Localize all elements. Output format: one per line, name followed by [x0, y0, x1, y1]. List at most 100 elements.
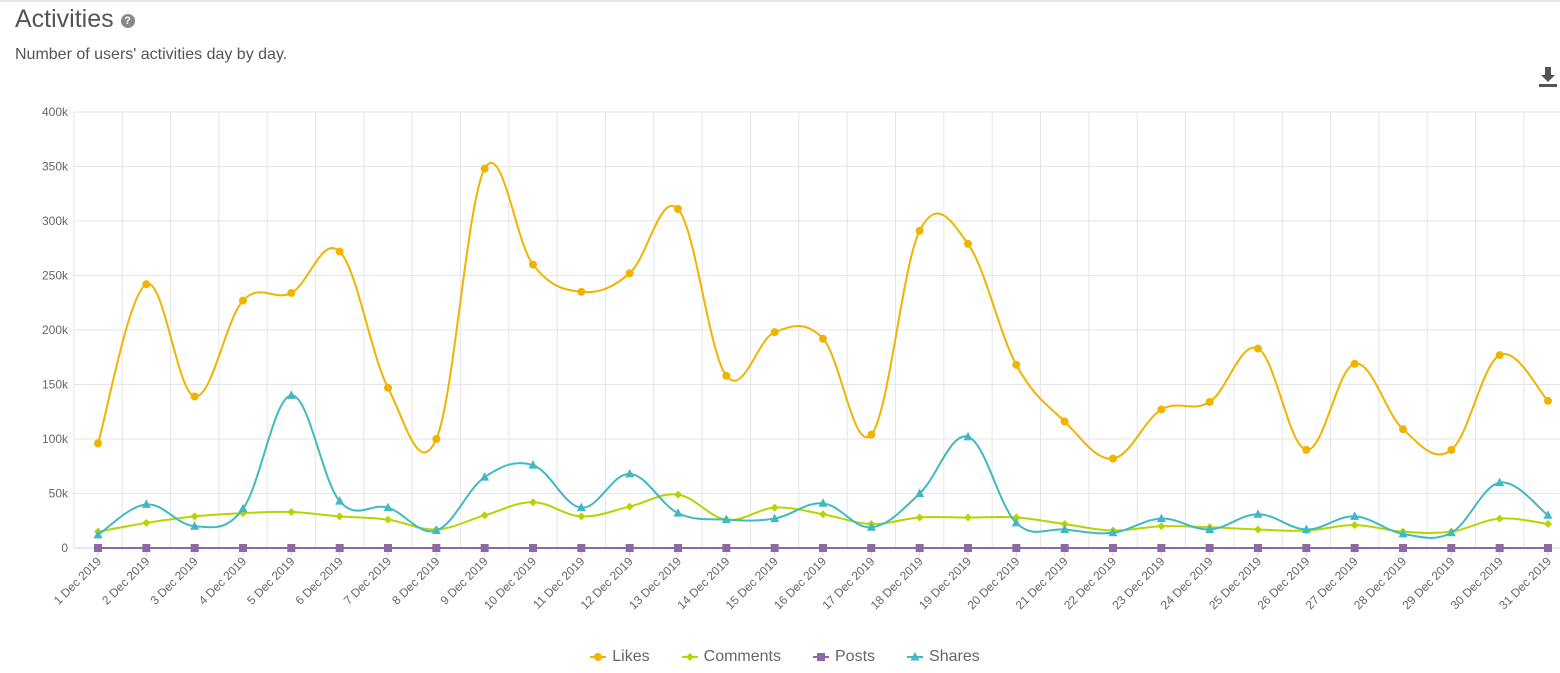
data-point[interactable]: [1157, 405, 1166, 414]
data-point[interactable]: [1543, 520, 1552, 529]
data-point[interactable]: [190, 544, 199, 552]
legend-item-shares[interactable]: Shares: [907, 648, 980, 666]
legend-symbol[interactable]: [910, 652, 920, 661]
download-button[interactable]: [1538, 66, 1558, 88]
legend-item-posts[interactable]: Posts: [813, 648, 875, 666]
data-point[interactable]: [286, 390, 296, 399]
legend-symbol[interactable]: [685, 653, 694, 661]
data-point[interactable]: [1446, 527, 1456, 537]
data-point[interactable]: [1301, 524, 1311, 533]
data-point[interactable]: [528, 498, 537, 507]
data-point[interactable]: [335, 247, 344, 256]
data-point[interactable]: [1060, 544, 1069, 552]
data-point[interactable]: [480, 544, 489, 552]
data-point[interactable]: [1495, 477, 1505, 487]
data-point[interactable]: [915, 488, 925, 498]
data-point[interactable]: [1350, 511, 1360, 520]
data-point[interactable]: [1253, 525, 1262, 534]
data-point[interactable]: [625, 502, 634, 511]
data-point[interactable]: [528, 260, 537, 269]
data-point[interactable]: [1398, 528, 1408, 538]
data-point[interactable]: [1302, 445, 1311, 454]
data-point[interactable]: [673, 508, 683, 517]
data-point[interactable]: [335, 512, 344, 521]
data-point[interactable]: [1205, 544, 1214, 552]
legend-item-comments[interactable]: Comments: [681, 648, 781, 666]
data-point[interactable]: [625, 468, 635, 478]
data-point[interactable]: [1253, 544, 1262, 552]
data-point[interactable]: [867, 430, 876, 439]
data-point[interactable]: [1157, 544, 1166, 552]
data-point[interactable]: [577, 287, 586, 296]
data-point[interactable]: [915, 544, 924, 552]
data-point[interactable]: [238, 544, 247, 552]
data-point[interactable]: [770, 513, 780, 523]
data-point[interactable]: [480, 472, 490, 481]
data-point[interactable]: [1447, 445, 1456, 454]
help-icon[interactable]: ?: [120, 14, 135, 28]
data-point[interactable]: [142, 280, 151, 289]
data-point[interactable]: [1543, 544, 1552, 552]
data-point[interactable]: [577, 544, 586, 552]
data-point[interactable]: [335, 496, 345, 505]
data-point[interactable]: [1398, 544, 1407, 552]
data-point[interactable]: [1060, 417, 1069, 426]
data-point[interactable]: [1012, 544, 1021, 552]
data-point[interactable]: [1495, 544, 1504, 552]
data-point[interactable]: [866, 522, 876, 531]
data-point[interactable]: [238, 296, 247, 305]
data-point[interactable]: [1302, 544, 1311, 552]
data-point[interactable]: [1156, 513, 1166, 523]
data-point[interactable]: [1543, 510, 1553, 519]
data-point[interactable]: [1060, 524, 1070, 533]
data-point[interactable]: [818, 510, 827, 519]
data-point[interactable]: [722, 544, 731, 552]
data-point[interactable]: [1012, 360, 1021, 369]
data-point[interactable]: [577, 512, 586, 521]
data-point[interactable]: [818, 544, 827, 552]
data-point[interactable]: [818, 334, 827, 343]
data-point[interactable]: [94, 544, 102, 552]
data-point[interactable]: [1495, 514, 1504, 523]
data-point[interactable]: [1060, 520, 1069, 529]
data-point[interactable]: [1205, 397, 1214, 406]
data-point[interactable]: [770, 328, 779, 337]
data-point[interactable]: [1495, 351, 1504, 360]
legend-symbol[interactable]: [817, 653, 825, 661]
data-point[interactable]: [190, 521, 200, 530]
data-point[interactable]: [673, 544, 682, 552]
data-point[interactable]: [94, 439, 102, 448]
data-point[interactable]: [335, 544, 344, 552]
data-point[interactable]: [867, 544, 876, 552]
data-point[interactable]: [287, 288, 296, 297]
data-point[interactable]: [963, 513, 972, 522]
data-point[interactable]: [1157, 522, 1166, 531]
data-point[interactable]: [625, 544, 634, 552]
data-point[interactable]: [963, 431, 973, 441]
data-point[interactable]: [721, 514, 731, 524]
data-point[interactable]: [625, 269, 634, 278]
data-point[interactable]: [1205, 524, 1215, 533]
data-point[interactable]: [1253, 344, 1262, 353]
data-point[interactable]: [963, 239, 972, 248]
data-point[interactable]: [1011, 517, 1021, 527]
data-point[interactable]: [1108, 527, 1118, 537]
data-point[interactable]: [1447, 544, 1456, 552]
data-point[interactable]: [480, 164, 489, 173]
data-point[interactable]: [528, 460, 538, 469]
legend-symbol[interactable]: [594, 653, 603, 661]
data-point[interactable]: [383, 544, 392, 552]
data-point[interactable]: [528, 544, 537, 552]
data-point[interactable]: [1543, 396, 1552, 405]
data-point[interactable]: [1108, 454, 1117, 463]
data-point[interactable]: [1350, 544, 1359, 552]
data-point[interactable]: [383, 383, 392, 392]
data-point[interactable]: [673, 205, 682, 214]
data-point[interactable]: [576, 502, 586, 512]
data-point[interactable]: [963, 544, 972, 552]
data-point[interactable]: [722, 371, 731, 380]
data-point[interactable]: [1350, 359, 1359, 368]
data-point[interactable]: [1253, 509, 1263, 518]
data-point[interactable]: [770, 503, 779, 512]
data-point[interactable]: [383, 502, 393, 512]
